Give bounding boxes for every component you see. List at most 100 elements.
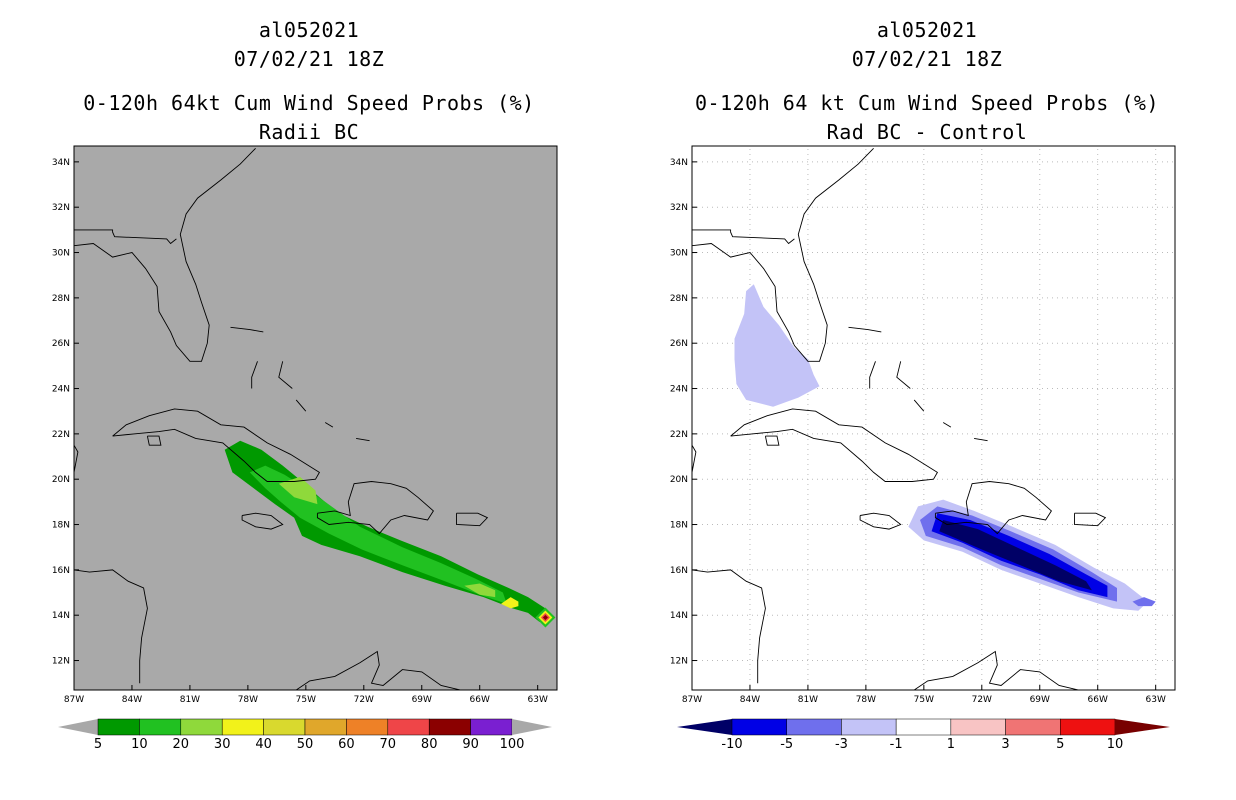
colorbar-label: -5 xyxy=(780,737,793,752)
y-tick-label: 30N xyxy=(670,249,688,259)
x-tick-label: 63W xyxy=(528,695,548,705)
colorbar-label: 5 xyxy=(1056,737,1064,752)
diff-spot xyxy=(1132,597,1156,607)
x-tick-label: 66W xyxy=(1088,695,1108,705)
prob-band-20 xyxy=(278,476,318,505)
y-tick-label: 22N xyxy=(670,430,688,440)
diff-region-minus3 xyxy=(734,284,820,407)
colorbar-label: 50 xyxy=(297,737,314,752)
coastline xyxy=(241,512,284,530)
colorbar-swatch xyxy=(139,718,182,736)
x-tick-label: 81W xyxy=(798,695,818,705)
colorbar-swatch xyxy=(470,718,513,736)
coastline xyxy=(561,545,563,550)
colorbar-label: 60 xyxy=(338,737,355,752)
coastline xyxy=(1189,597,1193,604)
colorbar-swatch xyxy=(1005,718,1061,736)
coastline xyxy=(730,408,939,482)
coastline xyxy=(278,361,293,389)
colorbar-swatch xyxy=(731,718,787,736)
prob-band-30 xyxy=(501,597,519,609)
y-tick-label: 30N xyxy=(52,249,70,259)
init-datetime: 07/02/21 18Z xyxy=(233,47,385,71)
right-panel: al052021 07/02/21 18Z 0-120h 64 kt Cum W… xyxy=(618,0,1236,800)
x-tick-label: 78W xyxy=(238,695,258,705)
coastline xyxy=(456,512,489,527)
y-tick-label: 28N xyxy=(52,294,70,304)
colorbar-arrow-left xyxy=(677,719,732,735)
x-tick-label: 69W xyxy=(1030,695,1050,705)
coastline xyxy=(974,437,988,442)
colorbar-label: -1 xyxy=(890,737,903,752)
colorbar-label: 40 xyxy=(255,737,272,752)
coastline xyxy=(74,147,256,362)
x-tick-label: 81W xyxy=(180,695,200,705)
prob-band-20 xyxy=(464,583,496,598)
colorbar-swatch xyxy=(786,718,842,736)
y-tick-label: 20N xyxy=(52,475,70,485)
colorbar-arrow-right xyxy=(512,719,552,735)
coastline xyxy=(692,147,874,362)
x-tick-label: 69W xyxy=(412,695,432,705)
y-tick-label: 32N xyxy=(52,203,70,213)
colorbar-swatch xyxy=(895,718,952,736)
chart-subtitle: Radii BC xyxy=(258,120,360,144)
y-tick-label: 34N xyxy=(52,158,70,168)
colorbar-label: 1 xyxy=(947,737,955,752)
init-datetime: 07/02/21 18Z xyxy=(851,47,1003,71)
colorbar-label: 100 xyxy=(500,737,525,752)
coastline xyxy=(251,361,258,389)
colorbar-swatch xyxy=(428,718,471,736)
y-tick-label: 34N xyxy=(670,158,688,168)
colorbar-swatch xyxy=(180,718,223,736)
coastline xyxy=(913,650,1166,690)
y-tick-label: 24N xyxy=(670,385,688,395)
coastline xyxy=(295,399,307,412)
map-content xyxy=(74,147,578,690)
x-tick-label: 87W xyxy=(64,695,84,705)
y-tick-label: 12N xyxy=(52,657,70,667)
coastline xyxy=(146,435,162,446)
colorbar-label: 30 xyxy=(214,737,231,752)
colorbar-swatch xyxy=(1060,718,1116,736)
y-tick-label: 18N xyxy=(52,521,70,531)
coastline xyxy=(324,422,334,428)
y-tick-label: 14N xyxy=(670,611,688,621)
coastline xyxy=(295,650,548,690)
map-frame xyxy=(73,145,558,691)
coastline xyxy=(692,444,697,473)
y-tick-label: 22N xyxy=(52,430,70,440)
coastline xyxy=(74,444,79,473)
colorbar-label: 3 xyxy=(1001,737,1009,752)
y-tick-label: 16N xyxy=(670,566,688,576)
colorbar-swatch xyxy=(841,718,897,736)
colorbar-swatch xyxy=(950,718,1006,736)
colorbar-label: 20 xyxy=(173,737,190,752)
coastline xyxy=(1074,512,1107,527)
coastline xyxy=(356,437,370,442)
coastline xyxy=(848,326,882,333)
chart-subtitle: Rad BC - Control xyxy=(826,120,1028,144)
coastline xyxy=(869,361,876,389)
x-tick-label: 75W xyxy=(914,695,934,705)
coastline xyxy=(576,613,578,620)
colorbar-swatch xyxy=(346,718,389,736)
colorbar-swatch xyxy=(221,718,264,736)
left-panel: al052021 07/02/21 18Z 0-120h 64kt Cum Wi… xyxy=(83,18,534,144)
coastline xyxy=(942,422,952,428)
colorbar-arrow-left xyxy=(58,719,98,735)
coastline xyxy=(74,569,148,684)
right-map: 87W 84W 81W 78W 75W 72W 69W 66W 63W 12N 14N 16N 18N 2… xyxy=(670,145,1196,705)
coastline xyxy=(1183,563,1187,568)
colorbar-swatch xyxy=(304,718,347,736)
right-colorbar: -10 -5 -3 -1 1 3 5 10 xyxy=(677,718,1170,752)
colorbar-label: 80 xyxy=(421,737,438,752)
x-tick-label: 75W xyxy=(296,695,316,705)
coastline xyxy=(1179,545,1181,550)
y-tick-label: 16N xyxy=(52,566,70,576)
coastline xyxy=(1194,613,1196,620)
coastline xyxy=(913,399,925,412)
left-colorbar: 5 10 20 30 40 50 60 70 80 90 100 xyxy=(58,718,552,752)
x-tick-label: 84W xyxy=(740,695,760,705)
coastline xyxy=(571,597,575,604)
